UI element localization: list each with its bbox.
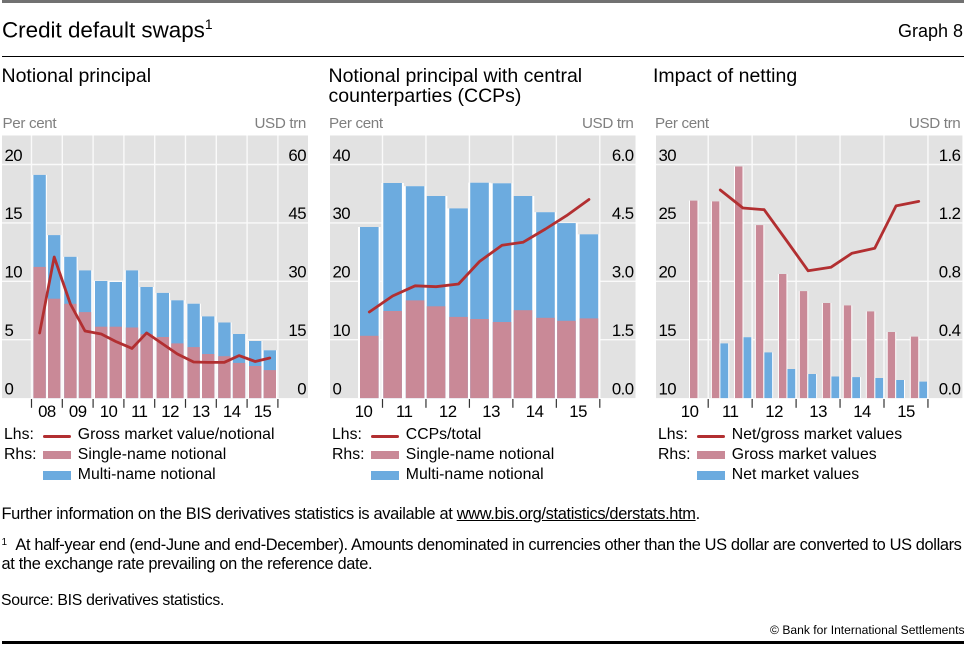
svg-text:20: 20	[333, 263, 351, 282]
svg-text:1.5: 1.5	[612, 321, 634, 340]
svg-text:13: 13	[809, 402, 827, 421]
svg-text:15: 15	[659, 321, 677, 340]
svg-text:15: 15	[569, 402, 587, 421]
svg-text:15: 15	[5, 204, 23, 223]
svg-text:5: 5	[5, 321, 14, 340]
svg-text:0.8: 0.8	[939, 263, 961, 282]
svg-text:0: 0	[333, 379, 342, 398]
svg-text:10: 10	[5, 263, 23, 282]
svg-text:20: 20	[5, 146, 23, 165]
svg-text:09: 09	[69, 402, 87, 421]
svg-text:0.0: 0.0	[612, 379, 634, 398]
svg-text:3.0: 3.0	[612, 263, 634, 282]
svg-text:1.6: 1.6	[939, 146, 961, 165]
svg-text:45: 45	[288, 204, 306, 223]
svg-text:12: 12	[161, 402, 179, 421]
svg-text:14: 14	[223, 402, 241, 421]
svg-text:10: 10	[355, 402, 373, 421]
svg-text:0: 0	[5, 379, 14, 398]
svg-text:4.5: 4.5	[612, 204, 634, 223]
svg-text:10: 10	[681, 402, 699, 421]
svg-text:15: 15	[897, 402, 915, 421]
svg-text:10: 10	[100, 402, 118, 421]
svg-text:13: 13	[482, 402, 500, 421]
svg-text:1.2: 1.2	[939, 204, 961, 223]
svg-text:14: 14	[853, 402, 871, 421]
svg-text:30: 30	[333, 204, 351, 223]
svg-text:10: 10	[333, 321, 351, 340]
svg-text:0.0: 0.0	[939, 379, 961, 398]
svg-text:6.0: 6.0	[612, 146, 634, 165]
svg-text:20: 20	[659, 263, 677, 282]
svg-text:40: 40	[333, 146, 351, 165]
svg-text:15: 15	[288, 321, 306, 340]
svg-text:10: 10	[659, 379, 677, 398]
svg-text:0.4: 0.4	[939, 321, 961, 340]
svg-text:15: 15	[254, 402, 272, 421]
svg-text:11: 11	[131, 402, 148, 421]
svg-text:11: 11	[396, 402, 413, 421]
svg-text:0: 0	[297, 379, 306, 398]
svg-text:60: 60	[288, 146, 306, 165]
svg-text:12: 12	[765, 402, 783, 421]
svg-text:08: 08	[38, 402, 56, 421]
svg-text:11: 11	[722, 402, 739, 421]
svg-text:14: 14	[526, 402, 544, 421]
svg-text:13: 13	[192, 402, 210, 421]
svg-text:30: 30	[288, 263, 306, 282]
svg-text:25: 25	[659, 204, 677, 223]
svg-text:30: 30	[659, 146, 677, 165]
svg-text:12: 12	[439, 402, 457, 421]
